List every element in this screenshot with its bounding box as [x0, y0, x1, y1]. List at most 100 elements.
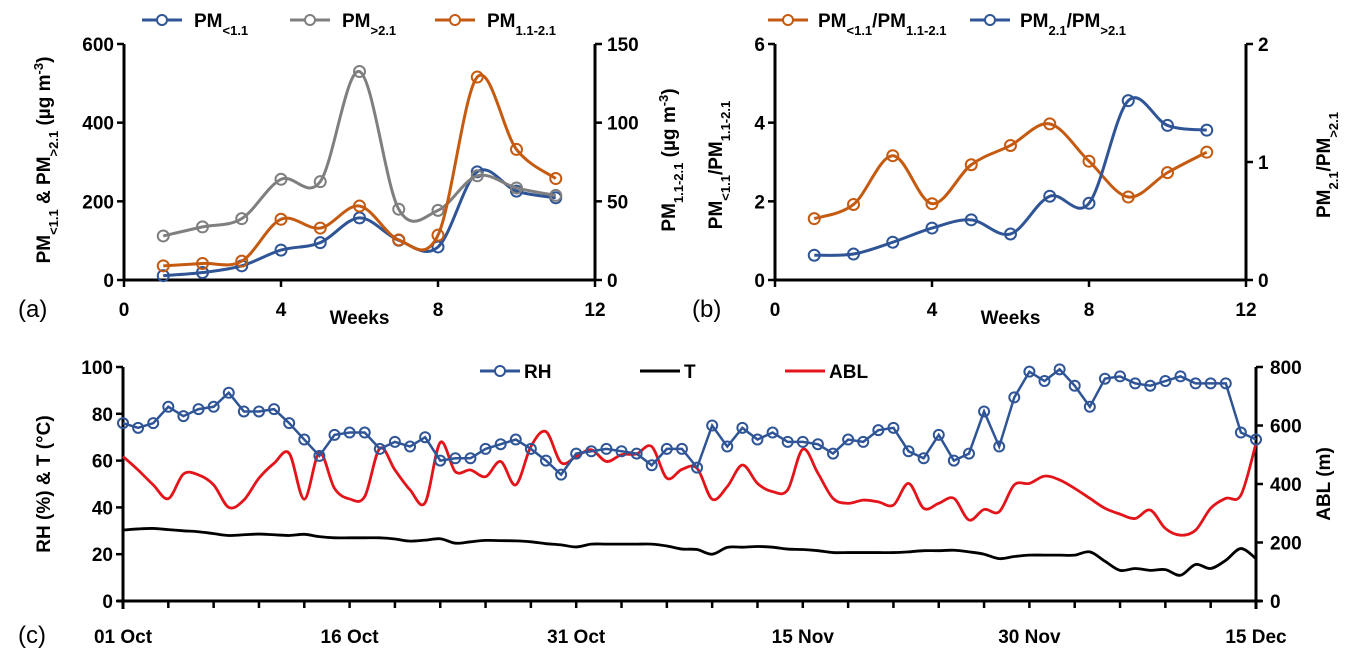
y-tick-label-left: 20	[92, 545, 113, 566]
data-point-series-0	[156, 269, 170, 283]
legend-label: T	[684, 362, 696, 383]
data-point-rh	[872, 424, 885, 437]
y-tick-label-right: 200	[1270, 534, 1302, 555]
data-point-rh	[736, 421, 749, 434]
data-point-rh	[117, 417, 129, 430]
y-tick-label-left: 400	[82, 114, 114, 135]
y-tick-label-left: 600	[82, 35, 114, 56]
data-point-series-2	[196, 256, 209, 270]
data-point-series-1	[392, 202, 406, 216]
data-point-rh	[645, 459, 658, 472]
x-tick-label: 01 Oct	[94, 627, 153, 648]
data-point-rh	[857, 435, 870, 448]
chart-panel-c: 0 20 40 60 80 100 0 200 400 600 800 01 Oct 16 Oct 31 …	[18, 358, 1335, 649]
data-point-rh	[706, 419, 719, 432]
data-point-rh	[600, 442, 613, 455]
data-point-series-1	[964, 213, 978, 227]
legend-label: RH	[524, 362, 551, 383]
data-point-series-0	[1161, 166, 1174, 180]
data-point-rh	[1189, 377, 1202, 390]
data-point-series-1	[847, 247, 860, 261]
data-point-rh	[842, 433, 855, 446]
data-point-rh	[1038, 375, 1051, 388]
data-point-series-1	[196, 220, 209, 234]
data-point-rh	[962, 447, 975, 460]
data-point-rh	[358, 426, 371, 439]
legend-label: ABL	[829, 362, 868, 383]
data-point-series-0	[964, 158, 978, 172]
data-point-rh	[993, 440, 1006, 453]
y-tick-label-right: 150	[607, 35, 639, 56]
data-point-series-0	[1082, 154, 1096, 168]
data-point-rh	[811, 438, 824, 451]
data-point-rh	[494, 438, 507, 451]
data-point-series-1	[807, 248, 821, 262]
data-point-rh	[1129, 377, 1142, 390]
data-point-series-0	[807, 212, 821, 226]
data-point-rh	[615, 445, 628, 458]
y-tick-label-left: 40	[92, 498, 113, 519]
legend-label: PM>2.1	[342, 11, 396, 38]
data-point-series-2	[353, 199, 366, 213]
data-point-rh	[675, 442, 688, 455]
y-tick-label-left: 4	[754, 114, 765, 135]
legend-marker	[984, 14, 996, 26]
data-point-rh	[177, 410, 190, 423]
series-line-1	[814, 96, 1207, 257]
legend-item-abl: ABL	[785, 362, 868, 383]
data-point-series-0	[886, 149, 900, 163]
data-point-series-1	[1121, 94, 1135, 108]
data-point-series-1	[1200, 123, 1214, 137]
x-tick-label: 15 Nov	[772, 627, 835, 648]
data-point-rh	[932, 428, 945, 441]
y-tick-label-left: 6	[754, 35, 765, 56]
panel-label: (b)	[692, 296, 721, 323]
series-line-0	[813, 122, 1208, 221]
y-tick-label-right: 50	[607, 192, 628, 213]
data-point-rh	[1144, 379, 1157, 392]
data-point-rh	[585, 445, 598, 458]
data-point-rh	[328, 428, 341, 441]
data-point-series-0	[196, 266, 209, 280]
y-tick-label-right: 2	[1258, 35, 1269, 56]
series-line-1	[162, 70, 557, 238]
data-point-series-1	[1043, 189, 1057, 203]
legend-label: PM1.1-2.1	[487, 11, 556, 38]
data-point-rh	[1234, 426, 1247, 439]
y-axis-title-right: PM1.1-2.1 (µg m-3)	[656, 88, 686, 231]
data-point-series-2	[549, 172, 563, 186]
data-point-rh	[419, 431, 432, 444]
panel-label: (c)	[18, 622, 46, 649]
y-tick-label-right: 1	[1258, 153, 1269, 174]
data-point-rh	[555, 468, 568, 481]
series-line-2	[163, 73, 557, 268]
legend-item-1: PM>2.1	[290, 11, 396, 38]
data-point-rh	[978, 405, 991, 418]
legend-item-0: PM<1.1/PM1.1-2.1	[768, 11, 946, 38]
y-axis-title-left: PM<1.1/PM1.1-2.1	[706, 101, 733, 229]
data-point-rh	[660, 442, 673, 455]
data-point-series-1	[353, 65, 366, 79]
data-point-rh	[268, 403, 281, 416]
data-point-rh	[252, 405, 265, 418]
legend-marker	[304, 14, 316, 26]
y-tick-label-left: 2	[754, 192, 765, 213]
y-tick-label-right: 400	[1270, 475, 1302, 496]
y-axis-title-right: PM2.1/PM>2.1	[1314, 112, 1341, 218]
x-tick-label: 15 Dec	[1225, 627, 1287, 648]
data-point-rh	[781, 435, 794, 448]
data-point-rh	[902, 445, 915, 458]
data-point-rh	[1008, 391, 1021, 404]
legend-item-rh: RH	[480, 362, 551, 383]
data-point-rh	[721, 440, 734, 453]
x-tick-label: 30 Nov	[998, 627, 1061, 648]
x-tick-label: 8	[433, 300, 444, 321]
y-tick-label-right: 100	[607, 114, 639, 135]
y-tick-label-left: 60	[92, 452, 113, 473]
data-point-rh	[1053, 363, 1066, 376]
data-point-rh	[343, 426, 356, 439]
data-point-rh	[373, 442, 386, 455]
data-point-rh	[1083, 400, 1096, 413]
data-point-series-0	[1043, 117, 1057, 131]
data-point-series-1	[470, 169, 484, 183]
